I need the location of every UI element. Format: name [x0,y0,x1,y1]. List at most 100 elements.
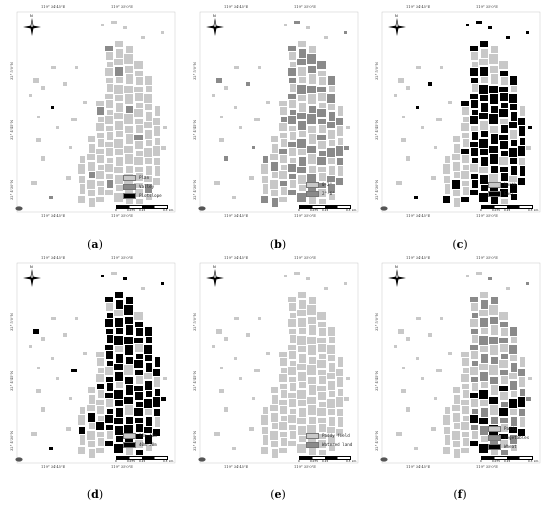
land-parcel [297,418,306,424]
land-parcel [297,364,306,370]
land-parcel [280,358,287,366]
land-parcel [299,131,306,137]
scale-bar-graphic [116,205,168,209]
land-parcel [261,415,268,425]
land-parcel [499,408,508,416]
land-parcel [506,36,510,39]
land-parcel [309,297,316,304]
scale-tick-3: 0.3 [346,459,351,463]
land-parcel [146,194,152,200]
land-parcel [511,445,517,451]
land-parcel [462,406,469,414]
land-parcel [224,407,228,412]
land-parcel [520,138,525,145]
land-parcel [519,126,525,136]
land-parcel [319,328,326,336]
coord-bottom-left: 119° 34'45"E [224,214,249,218]
land-parcel [499,312,508,320]
land-parcel [338,357,343,367]
scale-bar-graphic [481,205,533,209]
land-parcel [281,368,287,373]
coord-lat-middle: 32° 4'45"N [10,370,14,391]
land-parcel [297,444,306,453]
land-parcel [116,354,123,363]
land-parcel [453,136,460,142]
land-parcel [510,327,517,336]
land-parcel [443,415,450,425]
land-parcel [155,138,160,145]
land-parcel [290,361,296,366]
land-parcel [472,84,478,92]
land-parcel [414,447,418,450]
caption-letter: b [274,238,282,251]
land-parcel [308,317,316,324]
land-parcel [443,447,450,454]
land-parcel [125,377,133,384]
land-parcel [509,345,517,354]
land-parcel [66,176,71,180]
land-parcel [299,103,306,112]
land-parcel [510,76,517,85]
land-parcel [136,77,143,85]
land-parcel [272,198,278,207]
land-parcel [506,287,510,290]
panel-caption-a: (a) [87,238,103,251]
scale-unit: km [169,459,174,463]
land-parcel [88,136,95,142]
land-parcel [481,382,488,388]
land-parcel [336,118,343,125]
land-parcel [41,337,45,341]
land-parcel [489,146,498,153]
land-parcel [116,185,123,191]
land-parcel [346,126,350,129]
land-parcel [499,386,508,391]
corner-mark-icon [380,206,388,211]
land-parcel [281,416,287,421]
coord-bottom-right: 119° 35'0"E [294,214,316,218]
land-parcel [154,409,160,416]
land-parcel [470,297,478,302]
land-parcel [41,156,45,161]
land-parcel [107,383,113,391]
land-parcel [135,189,143,197]
corner-mark-icon [15,457,23,462]
land-parcel [472,110,478,115]
land-parcel [272,423,278,429]
land-parcel [87,180,95,189]
land-parcel [107,62,113,67]
land-parcel [271,441,278,447]
land-parcel [270,405,278,411]
land-parcel [463,165,469,170]
land-parcel [308,405,316,415]
land-parcel [509,122,517,128]
land-parcel [288,345,296,350]
land-parcel [290,335,296,343]
land-parcel [281,390,287,398]
legend-label: Paddy field [322,433,350,438]
land-parcel [289,174,296,179]
north-arrow-icon: N [388,265,406,287]
land-parcel [511,112,517,121]
land-parcel [71,118,77,121]
land-parcel [115,175,123,184]
land-parcel [461,123,469,131]
land-parcel [434,397,437,400]
coord-lat-lower: 32° 4'30"N [375,179,379,200]
land-parcel [501,199,508,204]
land-parcel [490,345,498,355]
coord-lat-lower: 32° 4'30"N [10,430,14,451]
land-parcel [462,155,469,163]
land-parcel [125,186,133,193]
land-parcel [71,369,77,372]
land-parcel [318,440,326,448]
land-parcel [461,197,469,202]
land-parcel [298,41,306,47]
land-parcel [114,336,123,345]
land-parcel [89,198,95,207]
land-parcel [69,397,72,400]
land-parcel [136,103,143,108]
land-parcel [421,377,424,380]
land-parcel [471,303,478,311]
panel-caption-e: (e) [270,488,286,501]
land-parcel [155,357,160,367]
